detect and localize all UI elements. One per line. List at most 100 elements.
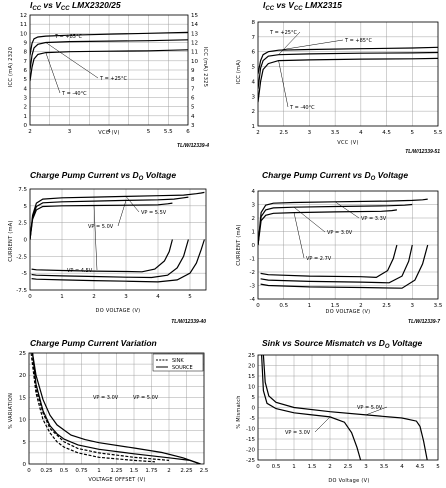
y-right-tick-label: 8 bbox=[191, 77, 195, 83]
title-part: vs V bbox=[41, 0, 62, 10]
title-part: Charge Pump Current vs D bbox=[262, 170, 371, 180]
series-line bbox=[30, 202, 173, 240]
y-tick-label: 10 bbox=[248, 385, 255, 391]
x-tick-label: 2.5 bbox=[344, 464, 353, 470]
x-tick-label: 4.5 bbox=[382, 130, 391, 136]
annotation-label: T = +25°C bbox=[269, 30, 297, 36]
annotation-pointer bbox=[314, 416, 331, 433]
annotation-label: VP = 5.0V bbox=[133, 395, 159, 401]
y-tick-label: 15 bbox=[248, 374, 255, 380]
y-tick-label: 25 bbox=[19, 351, 26, 357]
x-tick-label: 4 bbox=[359, 130, 363, 136]
title-subscript: CC bbox=[32, 6, 41, 12]
x-tick-label: 3.5 bbox=[380, 464, 389, 470]
annotation-pointer bbox=[117, 200, 127, 227]
annotation-label: VP = 4.5V bbox=[67, 268, 93, 274]
annotation-label: VP = 3.0V bbox=[93, 395, 119, 401]
title-part: I bbox=[263, 0, 266, 10]
x-tick-label: 0.5 bbox=[279, 303, 288, 309]
chart-panel-4: Charge Pump Current vs DO Voltage 0 0.5 1 1.… bbox=[236, 170, 443, 325]
x-tick-label: 1.5 bbox=[331, 303, 340, 309]
annotation-pointer bbox=[278, 31, 301, 55]
x-tick-label: 3.5 bbox=[331, 130, 340, 136]
x-tick-label: 4 bbox=[400, 464, 404, 470]
x-tick-label: 1 bbox=[97, 468, 101, 474]
y-tick-label: 2 bbox=[252, 109, 256, 115]
y-tick-label: 10 bbox=[20, 31, 27, 37]
title-subscript: O bbox=[371, 176, 376, 182]
x-tick-label: 0 bbox=[28, 294, 32, 300]
y-axis-label: % VARIATION bbox=[8, 393, 14, 429]
title-part: I bbox=[30, 0, 33, 10]
series-line bbox=[31, 239, 173, 273]
x-tick-label: 0 bbox=[256, 303, 260, 309]
y-tick-label: 5 bbox=[23, 440, 27, 446]
series-line bbox=[31, 353, 201, 464]
title-subscript: CC bbox=[265, 6, 274, 12]
x-tick-label: 5 bbox=[436, 464, 440, 470]
y-right-tick-label: 9 bbox=[191, 68, 195, 74]
y-tick-label: 2.5 bbox=[18, 221, 27, 227]
figure-reference: TL/W/12339-4 bbox=[177, 143, 209, 149]
plot-frame bbox=[257, 354, 439, 461]
y-axis-label-right: ICC (mA) 2325 bbox=[202, 47, 208, 87]
annotation-pointer bbox=[278, 39, 344, 51]
x-tick-label: 4.5 bbox=[416, 464, 425, 470]
y-tick-label: 4 bbox=[252, 189, 256, 195]
x-tick-label: 2 bbox=[256, 130, 260, 136]
title-part: LMX2315 bbox=[303, 0, 342, 10]
x-tick-label: 3 bbox=[364, 464, 368, 470]
title-part: Voltage bbox=[143, 170, 176, 180]
plot-frame bbox=[28, 352, 205, 465]
chart-panel-5: Charge Pump Current Variation 0 0.25 0.5 0.7… bbox=[8, 338, 209, 483]
y-tick-label: 11 bbox=[20, 22, 27, 28]
title-part: LMX2320/25 bbox=[70, 0, 121, 10]
annotation-label: T = -40°C bbox=[61, 91, 87, 97]
y-tick-label: 8 bbox=[24, 50, 28, 56]
y-tick-label: 7.5 bbox=[18, 187, 27, 193]
x-tick-label: 2 bbox=[92, 294, 96, 300]
y-right-tick-label: 5 bbox=[191, 105, 195, 111]
x-tick-label: 0 bbox=[256, 464, 260, 470]
x-axis-label: VCC (V) bbox=[337, 140, 358, 146]
series-line bbox=[260, 244, 429, 289]
y-tick-label: -1 bbox=[250, 257, 255, 263]
y-tick-label: 0 bbox=[24, 123, 28, 129]
annotation-pointer bbox=[93, 205, 98, 271]
annotation-label: VP = 3.3V bbox=[361, 216, 387, 222]
y-tick-label: 4 bbox=[24, 86, 28, 92]
title-subscript: CC bbox=[294, 6, 303, 12]
y-tick-label: -25 bbox=[246, 458, 255, 464]
title-subscript: O bbox=[385, 344, 390, 350]
x-tick-label: 5.5 bbox=[434, 130, 443, 136]
x-tick-label: 1 bbox=[308, 303, 312, 309]
y-tick-label: 5 bbox=[252, 65, 256, 71]
annotation-label: T = -40°C bbox=[289, 105, 315, 111]
annotation-label: VP = 3.0V bbox=[327, 230, 353, 236]
chart-title: Charge Pump Current vs DO Voltage bbox=[262, 170, 408, 182]
chart-panel-3: Charge Pump Current vs DO Voltage 0 1 2 3 4 5 -… bbox=[8, 170, 207, 325]
chart-title: Charge Pump Current vs DO Voltage bbox=[30, 170, 176, 182]
x-tick-label: 0.5 bbox=[60, 468, 69, 474]
annotation-pointer bbox=[278, 60, 289, 108]
y-right-tick-label: 13 bbox=[191, 31, 198, 37]
x-tick-label: 0.5 bbox=[272, 464, 281, 470]
series-line bbox=[30, 191, 205, 240]
title-subscript: O bbox=[139, 176, 144, 182]
y-axis-label: % Mismatch bbox=[236, 395, 242, 428]
title-subscript: CC bbox=[61, 6, 70, 12]
x-axis-label: DO VOLTAGE (V) bbox=[96, 308, 141, 314]
x-tick-label: 5 bbox=[147, 129, 151, 135]
y-tick-label: -5 bbox=[22, 271, 28, 277]
y-tick-label: 1 bbox=[252, 230, 256, 236]
y-tick-label: 0 bbox=[24, 238, 28, 244]
x-tick-label: 2 bbox=[167, 468, 171, 474]
x-tick-label: 6 bbox=[186, 129, 190, 135]
y-tick-label: 5 bbox=[24, 204, 28, 210]
y-tick-label: 3 bbox=[252, 94, 256, 100]
y-tick-label: 7 bbox=[252, 35, 256, 41]
y-tick-label: -10 bbox=[246, 427, 255, 433]
y-right-tick-label: 11 bbox=[191, 50, 198, 56]
x-tick-label: 4 bbox=[156, 294, 160, 300]
x-tick-label: 3 bbox=[124, 294, 128, 300]
